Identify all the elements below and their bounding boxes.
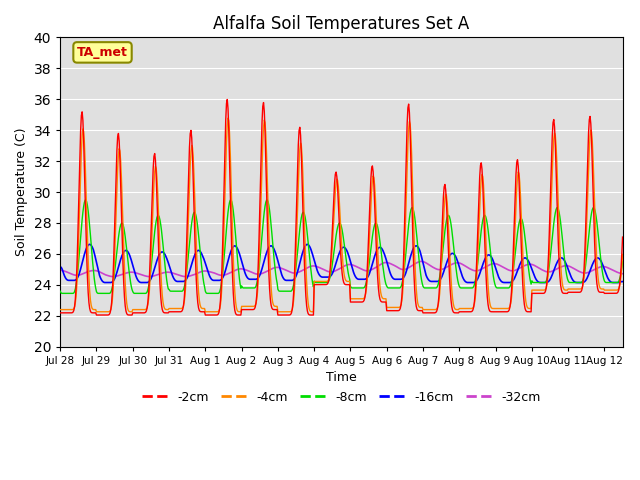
-32cm bbox=[180, 274, 188, 279]
-4cm bbox=[180, 303, 188, 309]
-2cm bbox=[93, 312, 100, 318]
-2cm bbox=[594, 286, 602, 291]
-2cm bbox=[56, 310, 64, 316]
-4cm bbox=[228, 231, 236, 237]
-32cm bbox=[619, 271, 627, 276]
X-axis label: Time: Time bbox=[326, 372, 356, 384]
-8cm bbox=[228, 199, 236, 204]
-32cm bbox=[109, 274, 117, 279]
-16cm bbox=[575, 280, 582, 286]
-32cm bbox=[341, 263, 349, 268]
-32cm bbox=[575, 268, 582, 274]
-32cm bbox=[56, 267, 64, 273]
-4cm bbox=[224, 115, 232, 121]
Line: -4cm: -4cm bbox=[60, 118, 623, 312]
-32cm bbox=[418, 259, 426, 264]
-16cm bbox=[594, 255, 602, 261]
-2cm bbox=[228, 274, 236, 279]
-8cm bbox=[180, 287, 188, 293]
-2cm bbox=[223, 96, 231, 102]
Legend: -2cm, -4cm, -8cm, -16cm, -32cm: -2cm, -4cm, -8cm, -16cm, -32cm bbox=[137, 385, 545, 408]
-2cm bbox=[619, 234, 627, 240]
-8cm bbox=[483, 217, 490, 223]
-16cm bbox=[180, 278, 188, 284]
-4cm bbox=[594, 270, 602, 276]
-16cm bbox=[619, 279, 627, 285]
Text: TA_met: TA_met bbox=[77, 46, 128, 59]
-4cm bbox=[93, 309, 100, 315]
-32cm bbox=[594, 265, 602, 271]
-16cm bbox=[228, 245, 236, 251]
Y-axis label: Soil Temperature (C): Soil Temperature (C) bbox=[15, 128, 28, 256]
-4cm bbox=[483, 252, 490, 258]
-4cm bbox=[575, 286, 582, 292]
-32cm bbox=[228, 269, 236, 275]
Title: Alfalfa Soil Temperatures Set A: Alfalfa Soil Temperatures Set A bbox=[213, 15, 470, 33]
-8cm bbox=[342, 254, 350, 260]
-32cm bbox=[483, 264, 490, 269]
-8cm bbox=[594, 226, 602, 232]
Line: -16cm: -16cm bbox=[60, 244, 623, 283]
-4cm bbox=[619, 252, 627, 257]
-8cm bbox=[56, 288, 64, 294]
-16cm bbox=[86, 241, 93, 247]
-2cm bbox=[575, 289, 582, 295]
-16cm bbox=[342, 246, 350, 252]
-8cm bbox=[59, 290, 67, 296]
-2cm bbox=[342, 282, 350, 288]
Line: -2cm: -2cm bbox=[60, 99, 623, 315]
-8cm bbox=[575, 280, 582, 286]
Line: -32cm: -32cm bbox=[60, 262, 623, 276]
-4cm bbox=[56, 307, 64, 312]
-4cm bbox=[342, 277, 350, 283]
-16cm bbox=[483, 253, 490, 259]
-2cm bbox=[483, 282, 490, 288]
Line: -8cm: -8cm bbox=[60, 200, 623, 293]
-16cm bbox=[138, 280, 146, 286]
-8cm bbox=[619, 259, 627, 265]
-8cm bbox=[264, 197, 271, 203]
-16cm bbox=[56, 264, 64, 270]
-2cm bbox=[180, 303, 188, 309]
